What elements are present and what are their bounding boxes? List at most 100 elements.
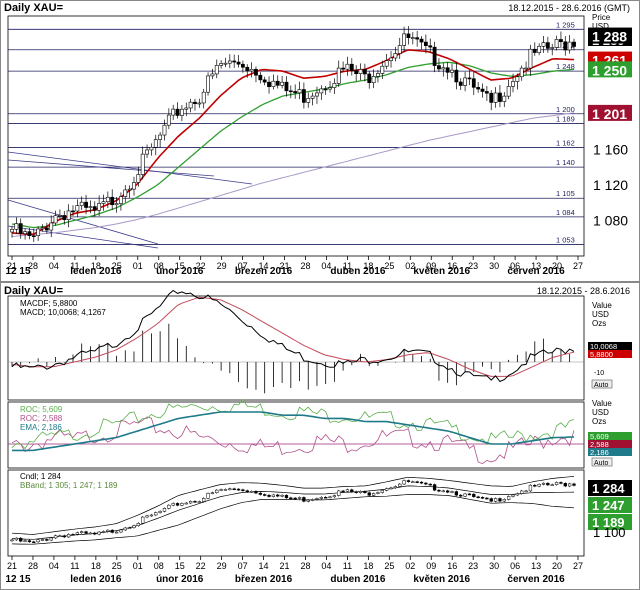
candle-body: [511, 81, 515, 87]
candle-body: [480, 88, 485, 92]
candle-body: [380, 490, 384, 493]
candle-body: [288, 90, 293, 93]
axis-header: USD: [592, 310, 609, 319]
macd-signal-line: [11, 296, 575, 377]
x-tick-label: 01: [133, 261, 143, 271]
candle-body: [324, 496, 328, 499]
candle-body: [471, 78, 476, 88]
axis-header: USD: [592, 408, 609, 417]
candle-body: [284, 494, 289, 499]
candle-body: [354, 491, 358, 493]
y-tick-label: -10: [594, 370, 604, 377]
ema-slow-line: [11, 61, 575, 229]
candle-body: [175, 108, 180, 116]
value-box-label: 10,0068: [590, 342, 617, 351]
level-label: 1 200: [556, 105, 575, 114]
candle-body: [520, 490, 524, 494]
x-tick-label: 21: [280, 561, 290, 571]
candle-body: [97, 531, 101, 535]
candle-body: [419, 38, 424, 43]
candle-body: [389, 57, 393, 61]
candle-body: [380, 65, 385, 74]
level-label: 1 248: [556, 62, 575, 71]
candle-body: [280, 81, 285, 86]
candle-body: [472, 493, 476, 498]
candle-body: [502, 95, 507, 102]
candle-body: [541, 42, 546, 47]
candle-body: [519, 67, 524, 78]
candle-body: [206, 493, 210, 499]
candle-body: [40, 539, 45, 541]
candle-body: [371, 493, 376, 496]
candle-body: [132, 182, 136, 190]
candle-body: [345, 489, 350, 492]
candle-body: [319, 496, 323, 499]
candle-body: [249, 68, 254, 72]
candle-body: [563, 41, 568, 51]
candle-body: [153, 139, 158, 148]
candle-body: [58, 535, 62, 537]
candle-body: [484, 91, 489, 94]
candle-body: [167, 504, 171, 509]
candle-body: [445, 67, 450, 73]
candle-body: [66, 534, 71, 538]
candle-body: [384, 60, 389, 67]
candle-body: [537, 484, 541, 487]
x-tick-label: 21: [7, 261, 17, 271]
x-tick-label: 13: [531, 261, 541, 271]
value-box-label: 1 247: [592, 498, 625, 513]
candle-body: [141, 516, 145, 524]
x-tick-label: 18: [363, 261, 373, 271]
x-tick-label: 23: [468, 561, 478, 571]
candle-body: [489, 498, 493, 502]
value-box: [588, 104, 632, 121]
x-tick-label: 07: [238, 561, 248, 571]
candle-body: [180, 503, 184, 506]
candle-body: [188, 501, 193, 504]
x-tick-label: 30: [489, 261, 499, 271]
candle-body: [275, 80, 280, 86]
x-tick-label: 29: [217, 261, 227, 271]
x-tick-label: 28: [300, 561, 310, 571]
x-tick-label: 16: [447, 261, 457, 271]
value-box-label: 1 189: [592, 515, 625, 530]
x-tick-label: 14: [259, 561, 269, 571]
candle-body: [44, 227, 49, 231]
candle-body: [459, 494, 463, 497]
candle-body: [398, 483, 402, 487]
candle-body: [75, 532, 79, 535]
candle-body: [280, 494, 284, 497]
x-period-label: únor 2016: [156, 574, 204, 585]
candle-body: [219, 63, 224, 66]
candle-body: [202, 497, 206, 502]
roc-line-2: [11, 416, 575, 465]
candle-body: [140, 153, 145, 175]
candle-body: [463, 493, 467, 497]
candle-body: [297, 89, 302, 94]
level-label: 1 105: [556, 189, 575, 198]
candle-body: [419, 481, 424, 484]
x-tick-label: 11: [70, 261, 79, 271]
x-tick-label: 02: [405, 261, 415, 271]
y-tick-label: 1 120: [593, 177, 628, 193]
candle-body: [210, 73, 215, 77]
candle-body: [432, 46, 437, 66]
candle-body: [423, 41, 428, 46]
candle-body: [397, 45, 402, 54]
value-box-label: 1 284: [592, 481, 625, 496]
candle-body: [376, 492, 380, 494]
candle-body: [524, 67, 528, 70]
x-tick-label: 08: [154, 261, 164, 271]
candle-body: [240, 63, 245, 68]
plot-area: [7, 15, 585, 257]
candle-body: [345, 63, 350, 70]
candle-body: [572, 41, 576, 47]
x-tick-label: 22: [196, 561, 206, 571]
candle-body: [485, 497, 489, 500]
candle-body: [524, 490, 528, 493]
x-period-label: únor 2016: [156, 266, 204, 277]
value-box: [588, 514, 632, 530]
candle-body: [271, 494, 276, 497]
candle-body: [258, 492, 262, 495]
